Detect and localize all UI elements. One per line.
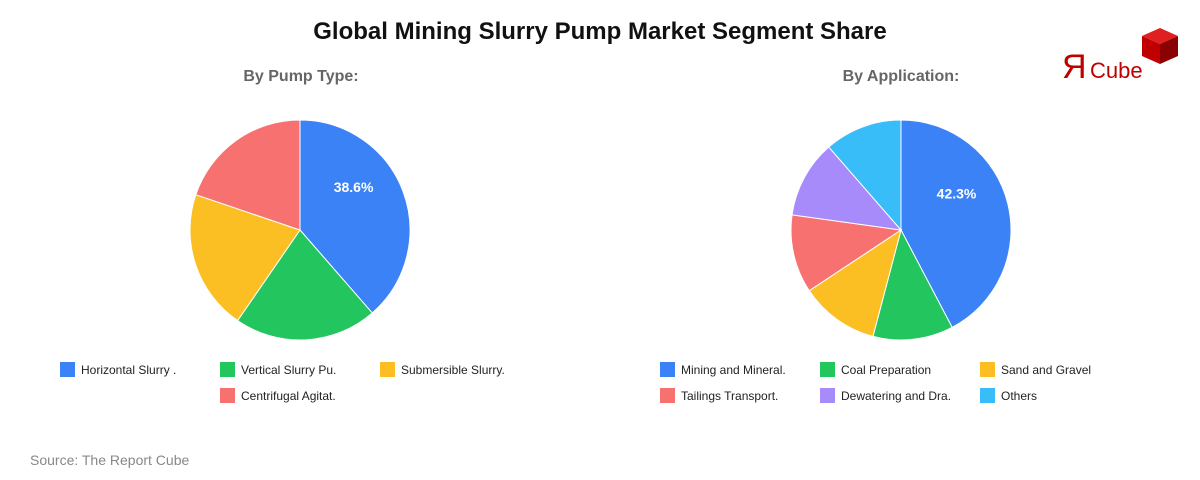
svg-text:Cube: Cube — [1090, 58, 1143, 83]
pie-slice — [195, 120, 301, 231]
legend-label: Submersible Slurry. — [401, 362, 505, 377]
legend-label: Coal Preparation — [841, 362, 932, 377]
legend-item[interactable]: Submersible Slurry. — [380, 362, 505, 377]
legend-swatch — [220, 388, 235, 403]
application-pie-chart: 42.3% — [791, 120, 1011, 340]
source-note: Source: The Report Cube — [30, 452, 190, 468]
pie-slice — [900, 120, 1011, 329]
pump-type-subtitle: By Pump Type: — [243, 68, 359, 85]
legend-swatch — [980, 388, 995, 403]
svg-text:Я: Я — [1062, 48, 1087, 86]
pie-slice — [808, 228, 902, 337]
legend-item[interactable]: Vertical Slurry Pu. — [220, 362, 336, 377]
legend-item[interactable]: Horizontal Slurry . — [60, 362, 176, 377]
legend-swatch — [820, 362, 835, 377]
legend-swatch — [980, 362, 995, 377]
legend-label: Sand and Gravel — [1001, 362, 1092, 377]
legend-item[interactable]: Others — [980, 388, 1037, 403]
legend-item[interactable]: Coal Preparation — [820, 362, 931, 377]
legend-label: Dewatering and Dra. — [841, 388, 952, 403]
legend-label: Centrifugal Agitat. — [241, 388, 336, 403]
legend-item[interactable]: Centrifugal Agitat. — [220, 388, 336, 403]
pump-type-pie-chart: 38.6% — [190, 120, 410, 340]
pie-slice — [828, 120, 902, 232]
legend-label: Others — [1001, 388, 1038, 403]
legend-label: Tailings Transport. — [681, 388, 779, 403]
legend-label: Mining and Mineral. — [681, 362, 786, 377]
legend-item[interactable]: Sand and Gravel — [980, 362, 1091, 377]
legend-swatch — [380, 362, 395, 377]
legend-item[interactable]: Mining and Mineral. — [660, 362, 786, 377]
legend-item[interactable]: Dewatering and Dra. — [820, 388, 951, 403]
legend-label: Horizontal Slurry . — [81, 362, 177, 377]
pie-slice — [190, 194, 301, 322]
pie-slice — [872, 228, 953, 340]
pie-slice — [791, 214, 903, 292]
legend-swatch — [660, 388, 675, 403]
chart-title: Global Mining Slurry Pump Market Segment… — [313, 18, 887, 45]
legend-swatch — [60, 362, 75, 377]
legend-swatch — [660, 362, 675, 377]
application-subtitle: By Application: — [842, 68, 960, 85]
legend-label: Vertical Slurry Pu. — [241, 362, 337, 377]
legend-swatch — [220, 362, 235, 377]
legend-swatch — [820, 388, 835, 403]
legend-item[interactable]: Tailings Transport. — [660, 388, 778, 403]
slice-data-label: 42.3% — [937, 185, 977, 201]
report-cube-logo: Я Cube — [1062, 26, 1182, 86]
slice-data-label: 38.6% — [334, 179, 374, 195]
pie-slice — [299, 120, 410, 314]
cube-icon: Я Cube — [1062, 28, 1178, 86]
pie-slice — [236, 229, 373, 340]
pie-slice — [791, 146, 903, 231]
